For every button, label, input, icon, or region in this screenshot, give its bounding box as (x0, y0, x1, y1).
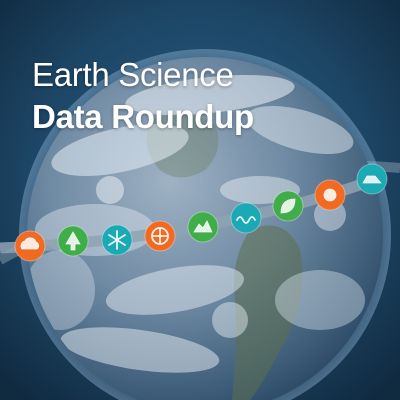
icon-ring (14, 163, 388, 262)
page-title-line-1: Earth Science (32, 56, 234, 93)
globe-icon (144, 220, 176, 252)
earth-clouds (27, 75, 365, 400)
land-icon (187, 211, 219, 243)
tree-icon (57, 225, 89, 257)
wave-icon (230, 202, 262, 234)
cloud-icon (14, 230, 46, 262)
sun-icon (314, 179, 346, 211)
snowflake-icon (101, 224, 133, 256)
leaf-icon (272, 190, 304, 222)
sea-ice-icon (356, 163, 388, 195)
page-title-line-2: Data Roundup (32, 98, 254, 135)
